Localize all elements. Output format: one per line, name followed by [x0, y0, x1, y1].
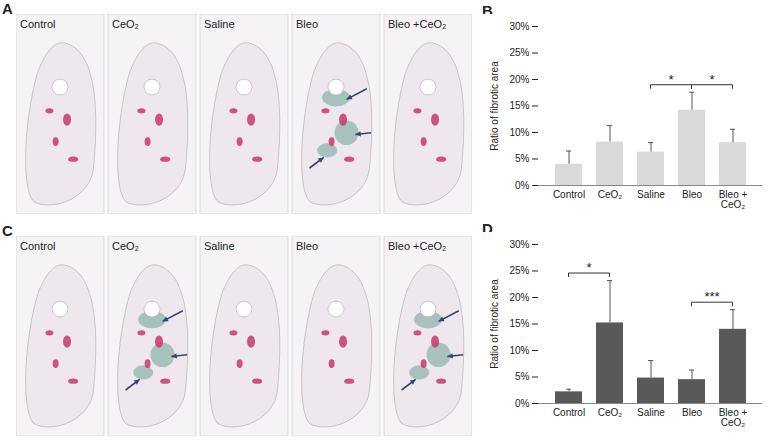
svg-text:30%: 30% — [509, 21, 529, 32]
svg-text:Bleo +CeO₂: Bleo +CeO₂ — [388, 18, 446, 30]
html-text:A: A — [2, 0, 13, 17]
svg-text:25%: 25% — [509, 47, 529, 58]
svg-text:15%: 15% — [509, 100, 529, 111]
svg-text:Bleo: Bleo — [296, 18, 318, 30]
svg-text:CeO₂: CeO₂ — [112, 18, 139, 30]
svg-text:Control: Control — [20, 240, 55, 252]
svg-text:Ratio of fibrotic area: Ratio of fibrotic area — [489, 279, 500, 369]
svg-text:Bleo: Bleo — [682, 407, 702, 418]
svg-text:0%: 0% — [515, 398, 530, 409]
svg-text:10%: 10% — [509, 127, 529, 138]
svg-text:Saline: Saline — [637, 407, 665, 418]
svg-text:*: * — [709, 72, 714, 87]
svg-text:10%: 10% — [509, 345, 529, 356]
svg-text:Bleo: Bleo — [296, 240, 318, 252]
svg-text:Ratio of fibrotic area: Ratio of fibrotic area — [489, 61, 500, 151]
svg-text:25%: 25% — [509, 265, 529, 276]
svg-text:CeO₂: CeO₂ — [598, 189, 623, 200]
svg-text:CeO₂: CeO₂ — [112, 240, 139, 252]
svg-text:20%: 20% — [509, 292, 529, 303]
svg-text:CeO₂: CeO₂ — [598, 407, 623, 418]
svg-text:***: *** — [704, 289, 719, 304]
svg-text:5%: 5% — [515, 153, 530, 164]
html-text:D: D — [482, 220, 493, 237]
svg-text:Bleo +CeO₂: Bleo +CeO₂ — [719, 189, 748, 210]
svg-text:Bleo +CeO₂: Bleo +CeO₂ — [388, 240, 446, 252]
svg-text:Control: Control — [20, 18, 55, 30]
svg-text:Saline: Saline — [637, 189, 665, 200]
html-text:B: B — [482, 2, 493, 19]
svg-text:Saline: Saline — [204, 18, 235, 30]
svg-text:*: * — [668, 72, 673, 87]
svg-text:*: * — [586, 260, 591, 275]
svg-text:Bleo +CeO₂: Bleo +CeO₂ — [719, 407, 748, 428]
html-text:C: C — [2, 222, 13, 239]
svg-text:30%: 30% — [509, 239, 529, 250]
svg-text:20%: 20% — [509, 74, 529, 85]
svg-text:Control: Control — [553, 407, 585, 418]
svg-text:Bleo: Bleo — [682, 189, 702, 200]
svg-text:0%: 0% — [515, 180, 530, 191]
svg-text:Control: Control — [553, 189, 585, 200]
svg-text:5%: 5% — [515, 371, 530, 382]
svg-text:Saline: Saline — [204, 240, 235, 252]
svg-text:15%: 15% — [509, 318, 529, 329]
